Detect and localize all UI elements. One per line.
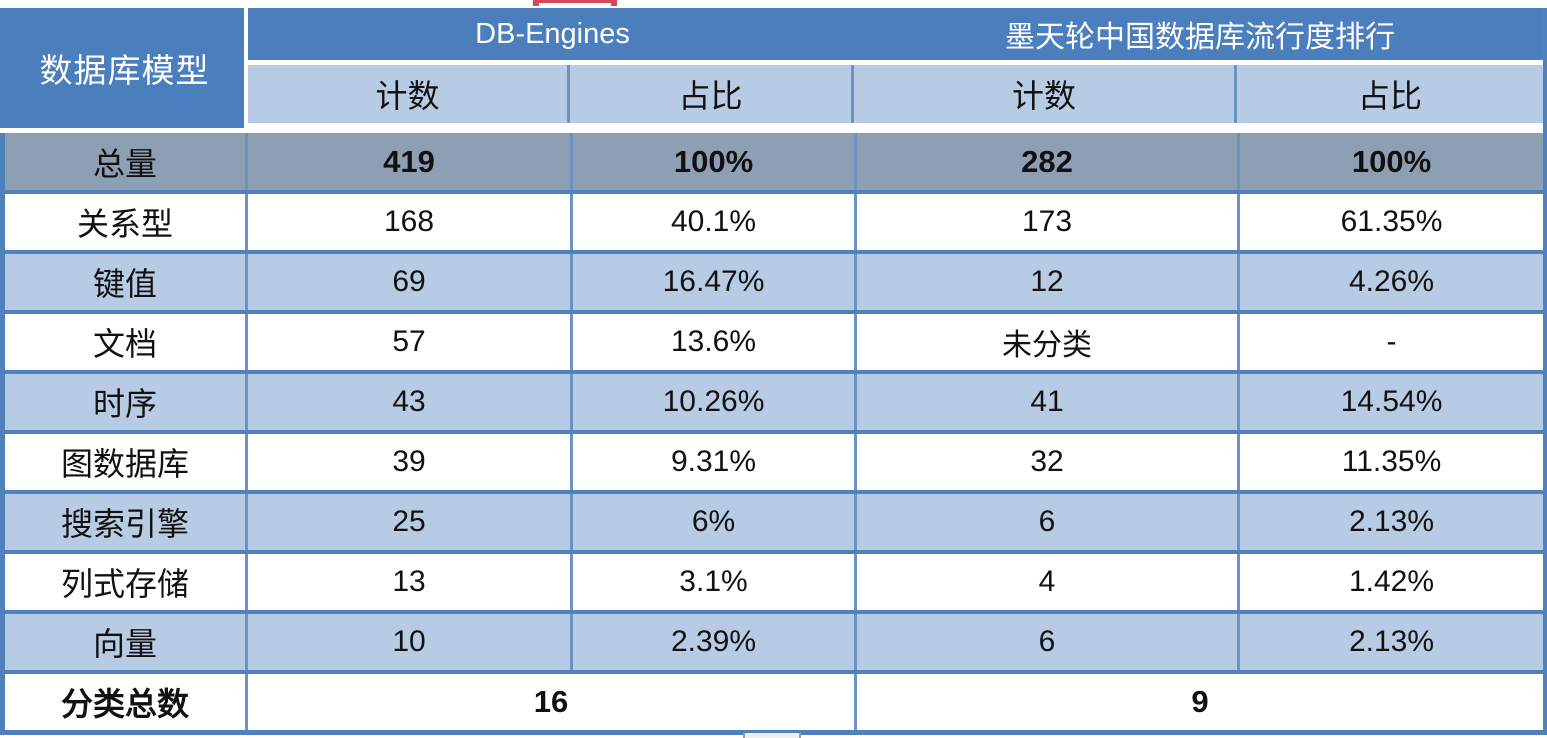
cell-value: 12: [857, 254, 1240, 310]
sub-header-count-2: 计数: [854, 65, 1237, 123]
group-header-modb: 墨天轮中国数据库流行度排行: [1005, 20, 1395, 55]
row-label: 总量: [5, 133, 248, 190]
modb-category-total: 9: [1191, 684, 1209, 719]
table-header: 数据库模型 DB-Engines 墨天轮中国数据库流行度排行 计数 占比 计数 …: [0, 8, 1543, 128]
sub-header-share-2: 占比: [1357, 77, 1422, 115]
cell-value: 9.31%: [573, 434, 857, 490]
table-row-graph: 图数据库 39 9.31% 32 11.35%: [0, 430, 1543, 490]
cell-value: 173: [857, 194, 1240, 250]
cell-value: 57: [248, 314, 573, 370]
table-row-relational: 关系型 168 40.1% 173 61.35%: [0, 190, 1543, 250]
db-engines-category-total: 16: [248, 674, 857, 730]
corner-header-cell: 数据库模型: [0, 8, 248, 128]
cell-value: 1.42%: [1348, 565, 1435, 598]
group-header-db-engines: DB-Engines: [475, 17, 630, 50]
scrollbar-fragment[interactable]: [743, 733, 801, 738]
row-label: 列式存储: [5, 554, 248, 610]
table-row-category-totals: 分类总数 16 9: [0, 670, 1543, 730]
red-artifact-tick-right: [611, 0, 617, 6]
cell-value: 6: [857, 614, 1240, 670]
cell-value: 未分类: [857, 314, 1240, 370]
table-row-vector: 向量 10 2.39% 6 2.13%: [0, 610, 1543, 670]
cell-value: 2.13%: [1348, 625, 1435, 658]
cell-value: 69: [248, 254, 573, 310]
row-label: 文档: [5, 314, 248, 370]
row-label: 图数据库: [5, 434, 248, 490]
row-label: 关系型: [5, 194, 248, 250]
table-row-key-value: 键值 69 16.47% 12 4.26%: [0, 250, 1543, 310]
cell-value: 13.6%: [573, 314, 857, 370]
cell-value: 14.54%: [1340, 385, 1443, 418]
table-row-column-store: 列式存储 13 3.1% 4 1.42%: [0, 550, 1543, 610]
cell-value: 13: [248, 554, 573, 610]
table-row-time-series: 时序 43 10.26% 41 14.54%: [0, 370, 1543, 430]
cell-value: 6%: [573, 494, 857, 550]
cell-value: 40.1%: [573, 194, 857, 250]
row-label: 时序: [5, 374, 248, 430]
cell-value: -: [1386, 325, 1397, 358]
cell-value: 39: [248, 434, 573, 490]
table-row-document: 文档 57 13.6% 未分类 -: [0, 310, 1543, 370]
cell-value: 2.39%: [573, 614, 857, 670]
cell-value: 25: [248, 494, 573, 550]
cell-value: 41: [857, 374, 1240, 430]
table-row-search-engine: 搜索引擎 25 6% 6 2.13%: [0, 490, 1543, 550]
cropped-red-annotation-artifact: [533, 0, 617, 3]
cell-value: 3.1%: [573, 554, 857, 610]
sub-header-count-1: 计数: [248, 65, 570, 123]
row-label: 分类总数: [5, 674, 248, 730]
cell-value: 100%: [573, 133, 857, 190]
cell-value: 2.13%: [1348, 505, 1435, 538]
cell-value: 4.26%: [1348, 265, 1435, 298]
comparison-table: 数据库模型 DB-Engines 墨天轮中国数据库流行度排行 计数 占比 计数 …: [0, 8, 1547, 735]
cell-value: 4: [857, 554, 1240, 610]
cell-value: 10.26%: [573, 374, 857, 430]
cell-value: 43: [248, 374, 573, 430]
cell-value: 419: [248, 133, 573, 190]
cell-value: 32: [857, 434, 1240, 490]
cell-value: 11.35%: [1341, 445, 1442, 478]
cell-value: 6: [857, 494, 1240, 550]
header-body-divider: [0, 128, 1543, 133]
cell-value: 61.35%: [1340, 205, 1443, 238]
table-bottom-border: [0, 730, 1543, 735]
row-label: 搜索引擎: [5, 494, 248, 550]
row-label: 向量: [5, 614, 248, 670]
row-label: 键值: [5, 254, 248, 310]
sub-header-row: 计数 占比 计数 占比: [248, 65, 1543, 123]
cell-value: 100%: [1351, 143, 1432, 179]
group-header-row: DB-Engines 墨天轮中国数据库流行度排行: [248, 8, 1543, 65]
table-row-total: 总量 419 100% 282 100%: [0, 133, 1543, 190]
header-right-section: DB-Engines 墨天轮中国数据库流行度排行 计数 占比 计数 占比: [248, 8, 1543, 128]
red-artifact-tick-left: [533, 0, 539, 6]
cell-value: 16.47%: [573, 254, 857, 310]
cell-value: 168: [248, 194, 573, 250]
sub-header-share-1: 占比: [570, 65, 854, 123]
cell-value: 10: [248, 614, 573, 670]
cell-value: 282: [857, 133, 1240, 190]
